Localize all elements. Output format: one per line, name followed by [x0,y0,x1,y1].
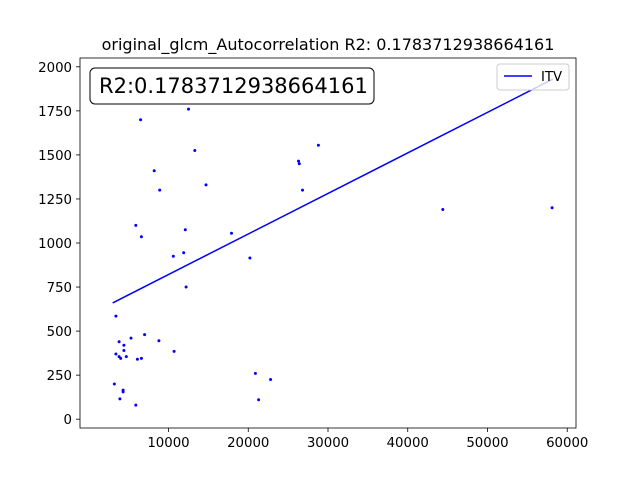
y-tick-label: 1250 [38,193,72,208]
data-point-17 [301,188,304,192]
data-point-8 [183,228,187,232]
data-point-13 [184,285,188,289]
data-point-7 [139,235,143,239]
x-tick-label: 60000 [546,436,588,451]
itv-regression-line [112,78,554,304]
data-point-37 [118,397,122,401]
data-point-2 [152,169,156,173]
r2-annotation-box [89,67,375,105]
data-point-15 [297,162,301,166]
plot-area [112,78,554,407]
x-tick-label: 30000 [307,436,349,451]
x-tick-label: 10000 [147,436,189,451]
data-point-36 [121,390,125,394]
data-point-23 [157,339,161,343]
chart-title: original_glcm_Autocorrelation R2: 0.1783… [102,35,555,55]
data-point-41 [269,378,273,381]
data-point-12 [248,256,252,260]
y-tick-label: 250 [47,369,72,384]
y-tick-label: 0 [64,413,72,428]
data-point-16 [316,143,320,147]
x-tick-label: 20000 [227,436,269,451]
data-point-30 [124,355,128,359]
data-point-10 [171,254,175,258]
r2-annotation-text: R2:0.1783712938664161 [99,74,368,98]
data-point-24 [117,340,121,344]
y-tick-label: 2000 [38,61,72,76]
legend-box [496,63,570,91]
data-point-18 [441,208,445,211]
data-point-14 [297,159,300,163]
y-tick-label: 1750 [38,105,72,120]
data-point-0 [139,118,143,122]
data-point-1 [187,107,190,111]
data-point-26 [122,349,126,352]
data-point-31 [135,357,139,361]
data-point-5 [204,183,208,187]
data-point-3 [193,149,197,152]
y-tick-label: 750 [47,281,72,296]
data-point-6 [134,223,138,227]
data-point-4 [158,188,162,192]
data-point-40 [257,398,261,402]
legend: ITV [496,63,570,91]
data-point-22 [129,336,133,340]
data-point-33 [172,349,176,353]
data-point-19 [550,206,554,210]
data-point-9 [182,251,186,255]
data-point-29 [119,356,123,360]
axes-ticks: 10000 20000 30000 40000 50000 60000 0 250 500 750… [38,61,588,451]
data-point-34 [112,382,116,386]
data-point-27 [114,352,118,356]
data-point-39 [253,371,257,375]
data-point-32 [139,356,143,360]
x-tick-label: 50000 [466,436,508,451]
legend-label-itv: ITV [541,70,562,85]
data-point-25 [122,343,126,347]
r2-annotation: R2:0.1783712938664161 [89,67,375,105]
data-point-38 [134,403,138,407]
y-tick-label: 1000 [38,237,72,252]
data-point-11 [230,231,233,235]
y-tick-label: 500 [47,325,72,340]
y-tick-label: 1500 [38,149,72,164]
data-point-20 [114,314,118,318]
x-tick-label: 40000 [387,436,429,451]
data-point-21 [143,333,147,337]
